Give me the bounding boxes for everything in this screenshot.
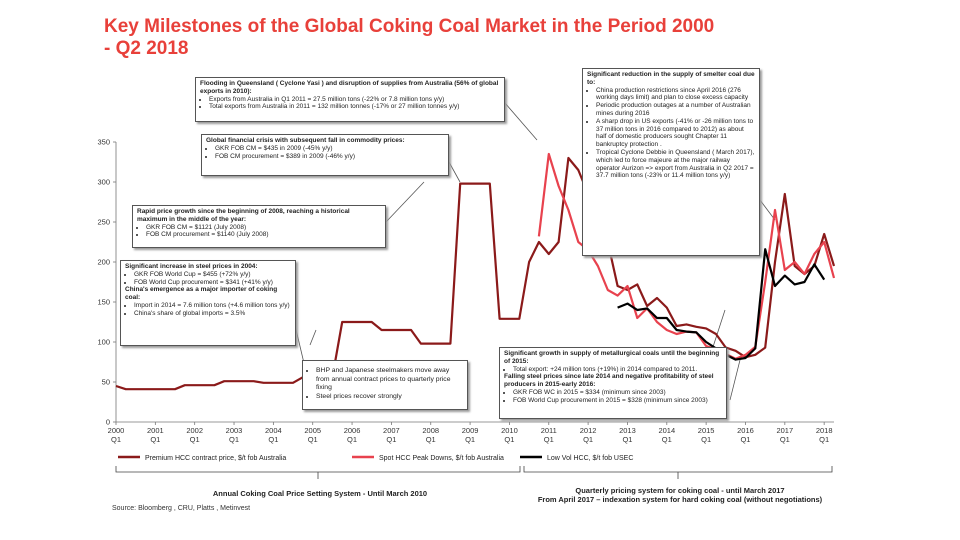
annotation-flood: Flooding in Queensland ( Cyclone Yasi ) … xyxy=(195,77,505,122)
y-tick-label: 100 xyxy=(97,338,110,347)
y-tick-label: 200 xyxy=(97,258,110,267)
y-tick-label: 250 xyxy=(97,218,110,227)
callout-line xyxy=(385,181,425,223)
quarterly-period-line: Quarterly pricing system for coking coal… xyxy=(575,486,785,495)
annual-bracket xyxy=(115,466,521,473)
y-tick-label: 150 xyxy=(97,298,110,307)
annotation-item: BHP and Japanese steelmakers move away f… xyxy=(316,367,463,393)
annotation-item: FOB World Cup procurement = $341 (+41% y… xyxy=(134,279,291,287)
annual-period-label: Annual Coking Coal Price Setting System … xyxy=(212,489,428,498)
callout-line xyxy=(711,309,726,351)
annotation-item: China's share of global imports = 3.5% xyxy=(134,310,291,318)
x-tick-label: 2003 Q1 xyxy=(226,426,243,444)
x-tick-label: 2004 Q1 xyxy=(265,426,282,444)
annotation-item: Import in 2014 = 7.6 million tons (+4.6 … xyxy=(134,302,291,310)
annotation-heading: Global financial crisis with subsequent … xyxy=(206,137,405,144)
annotation-heading: Significant increase in steel prices in … xyxy=(125,263,258,270)
callout-line xyxy=(448,161,461,183)
annotation-crisis: Global financial crisis with subsequent … xyxy=(201,134,449,176)
x-tick-label: 2015 Q1 xyxy=(698,426,715,444)
annotation-heading: Flooding in Queensland ( Cyclone Yasi ) … xyxy=(200,80,499,95)
x-tick-label: 2005 Q1 xyxy=(304,426,321,444)
legend: Premium HCC contract price, $/t fob Aust… xyxy=(118,455,633,462)
x-tick-label: 2010 Q1 xyxy=(501,426,518,444)
callout-line xyxy=(309,329,317,346)
annotation-heading: China's emergence as a major importer of… xyxy=(125,286,278,302)
quarterly-bracket xyxy=(523,466,833,473)
annotation-item: GKR FOB CM = $435 in 2009 (-45% y/y) xyxy=(215,145,444,153)
annotation-heading: Falling steel prices since late 2014 and… xyxy=(504,373,714,389)
legend-label: Spot HCC Peak Downs, $/t fob Australia xyxy=(379,455,504,462)
x-tick-label: 2011 Q1 xyxy=(541,426,557,444)
quarterly-period-label: Quarterly pricing system for coking coal… xyxy=(530,486,830,504)
callout-line xyxy=(759,199,776,221)
callout-line xyxy=(729,359,741,401)
x-tick-label: 2008 Q1 xyxy=(422,426,439,444)
annotation-item: GKR FOB WC in 2015 = $334 (minimum since… xyxy=(513,389,722,397)
period-brackets xyxy=(115,466,833,479)
y-tick-label: 50 xyxy=(102,378,110,387)
annotation-item: Tropical Cyclone Debbie in Queensland ( … xyxy=(596,149,755,180)
x-tick-label: 2000 Q1 xyxy=(108,426,125,444)
quarterly-period-line: From April 2017 – indexation system for … xyxy=(537,495,823,504)
x-tick-label: 2014 Q1 xyxy=(658,426,675,444)
callout-line xyxy=(504,102,538,141)
x-tick-label: 2007 Q1 xyxy=(383,426,400,444)
annotation-smelter: Significant reduction in the supply of s… xyxy=(582,68,760,256)
annotation-item: Total exports from Australia in 2011 = 1… xyxy=(209,103,500,111)
annotation-item: Steel prices recover strongly xyxy=(316,393,463,402)
annotation-item: GKR FOB World Cup = $455 (+72% y/y) xyxy=(134,271,291,279)
y-tick-label: 350 xyxy=(97,138,110,147)
annotation-item: FOB CM procurement = $389 in 2009 (-46% … xyxy=(215,153,444,161)
annotation-item: GKR FOB CM = $1121 (July 2008) xyxy=(146,224,381,232)
annotation-heading: Rapid price growth since the beginning o… xyxy=(137,208,350,223)
annotation-item: Exports from Australia in Q1 2011 = 27.5… xyxy=(209,96,500,104)
x-tick-label: 2001 Q1 xyxy=(147,426,164,444)
annotation-steel-2004: Significant increase in steel prices in … xyxy=(120,260,296,346)
x-axis: 2000 Q1 2001 Q1 2002 Q1 2003 Q1 2004 Q1 2005 Q1 2006… xyxy=(108,421,834,444)
annotation-heading: Significant reduction in the supply of s… xyxy=(587,71,755,86)
annotation-item: China production restrictions since Apri… xyxy=(596,87,755,103)
x-tick-label: 2006 Q1 xyxy=(344,426,361,444)
annotation-supply-2015: Significant growth in supply of metallur… xyxy=(499,347,727,419)
annotation-item: Total export: +24 million tons (+19%) in… xyxy=(513,366,722,374)
annotation-heading: Significant growth in supply of metallur… xyxy=(504,350,720,365)
x-tick-label: 2017 Q1 xyxy=(776,426,793,444)
annotation-item: A sharp drop in US exports (-41% or -26 … xyxy=(596,118,755,149)
annotation-item: FOB CM procurement = $1140 (July 2008) xyxy=(146,231,381,239)
y-axis: 0 50 100 150 200 250 300 350 xyxy=(97,138,117,427)
x-tick-label: 2016 Q1 xyxy=(737,426,754,444)
legend-label: Premium HCC contract price, $/t fob Aust… xyxy=(145,455,286,462)
legend-label: Low Vol HCC, $/t fob USEC xyxy=(547,455,633,462)
annotation-bhp: BHP and Japanese steelmakers move away f… xyxy=(302,360,468,410)
annotation-growth-2008: Rapid price growth since the beginning o… xyxy=(132,205,386,248)
x-tick-label: 2002 Q1 xyxy=(186,426,203,444)
annotation-item: FOB World Cup procurement in 2015 = $328… xyxy=(513,397,722,405)
page-title: Key Milestones of the Global Coking Coal… xyxy=(104,16,715,59)
x-tick-label: 2012 Q1 xyxy=(580,426,597,444)
x-tick-label: 2009 Q1 xyxy=(462,426,479,444)
source-note: Source: Bloomberg , CRU, Platts , Metinv… xyxy=(112,505,251,512)
y-tick-label: 0 xyxy=(106,418,110,427)
y-tick-label: 300 xyxy=(97,178,110,187)
x-tick-label: 2018 Q1 xyxy=(816,426,833,444)
annotation-item: Periodic production outages at a number … xyxy=(596,102,755,118)
x-tick-label: 2013 Q1 xyxy=(619,426,636,444)
